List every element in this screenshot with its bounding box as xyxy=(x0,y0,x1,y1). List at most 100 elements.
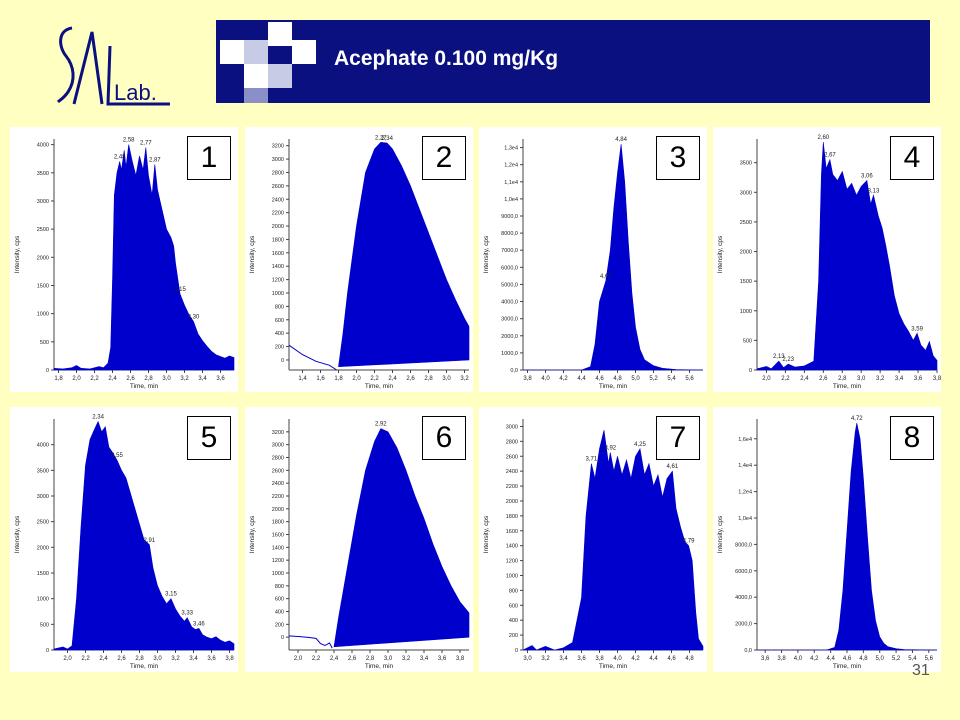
title-banner: Acephate 0.100 mg/Kg xyxy=(216,20,930,103)
y-tick-label: 1000 xyxy=(272,571,284,577)
peak-label: 2,23 xyxy=(782,357,794,363)
y-tick-label: 0 xyxy=(281,358,284,364)
peak-area xyxy=(522,430,704,651)
x-axis-label: Time, min xyxy=(599,663,628,670)
chart-panel-8: 0,0 2000,0 4000,0 6000,0 8000,0 1,0e4 1,2e4 1,4… xyxy=(713,407,941,672)
x-tick-label: 3,4 xyxy=(198,376,207,382)
y-tick-label: 2000 xyxy=(272,507,284,513)
y-axis-label: Intensity, cps xyxy=(717,515,724,553)
y-axis-label: Intensity, cps xyxy=(249,235,256,273)
y-tick-label: 2400 xyxy=(272,481,284,487)
y-tick-label: 800 xyxy=(275,584,284,590)
logo-l-stroke xyxy=(106,45,170,106)
y-tick-label: 1200 xyxy=(506,559,518,565)
x-axis-label: Time, min xyxy=(833,383,862,390)
peak-label: 4,79 xyxy=(683,539,695,545)
y-tick-label: 3500 xyxy=(37,171,49,177)
y-tick-label: 3000,0 xyxy=(501,317,518,323)
y-tick-label: 1,0e4 xyxy=(504,197,518,203)
x-tick-label: 4,4 xyxy=(826,656,835,662)
x-tick-label: 3,8 xyxy=(933,376,941,382)
y-tick-label: 1500 xyxy=(37,283,49,289)
y-tick-label: 1000,0 xyxy=(501,351,518,357)
x-tick-label: 2,8 xyxy=(135,656,144,662)
x-tick-label: 3,4 xyxy=(895,376,904,382)
chart-6: 0 200 400 600 800 1000 1200 1400 1600 1800 2000 220… xyxy=(249,419,470,670)
peak-label: 2,13 xyxy=(773,354,785,360)
x-tick-label: 4,2 xyxy=(559,376,568,382)
y-tick-label: 7000,0 xyxy=(501,248,518,254)
banner-square xyxy=(244,40,268,64)
y-tick-label: 1,6e4 xyxy=(738,437,752,443)
y-tick-label: 1800 xyxy=(506,514,518,520)
y-tick-label: 3000 xyxy=(272,157,284,163)
banner-square xyxy=(220,40,244,64)
x-tick-label: 5,2 xyxy=(649,376,658,382)
x-tick-label: 3,2 xyxy=(180,376,189,382)
x-tick-label: 4,6 xyxy=(667,656,676,662)
peak-label: 3,33 xyxy=(181,611,193,617)
x-tick-label: 2,0 xyxy=(352,376,361,382)
chart-3: 0,0 1000,0 2000,0 3000,0 4000,0 5000,0 6000,0 7… xyxy=(483,137,704,390)
peak-label: 2,87 xyxy=(149,157,161,163)
x-axis-label: Time, min xyxy=(365,383,394,390)
y-tick-label: 8000,0 xyxy=(501,231,518,237)
chart-5: 0 500 1000 1500 2000 2500 3000 3500 4000 2,0 2,2 2,… xyxy=(14,415,234,670)
y-tick-label: 6000,0 xyxy=(501,265,518,271)
x-tick-label: 3,2 xyxy=(402,656,411,662)
panel-number-3: 3 xyxy=(656,136,700,180)
y-tick-label: 3000 xyxy=(740,190,752,196)
y-tick-label: 0 xyxy=(46,368,49,374)
x-axis-label: Time, min xyxy=(130,663,159,670)
x-tick-label: 2,0 xyxy=(762,376,771,382)
x-tick-label: 3,2 xyxy=(876,376,885,382)
x-axis-label: Time, min xyxy=(365,663,394,670)
x-tick-label: 2,0 xyxy=(63,656,72,662)
x-tick-label: 2,6 xyxy=(117,656,126,662)
x-tick-label: 5,0 xyxy=(631,376,640,382)
x-tick-label: 2,4 xyxy=(388,376,397,382)
page-number: 31 xyxy=(912,662,930,679)
peak-label: 2,92 xyxy=(375,422,387,428)
panel-number-5: 5 xyxy=(187,416,231,460)
y-tick-label: 8000,0 xyxy=(735,542,752,548)
peak-label: 3,59 xyxy=(911,326,923,332)
y-tick-label: 2800 xyxy=(506,439,518,445)
y-axis-label: Intensity, cps xyxy=(717,235,724,273)
x-tick-label: 3,6 xyxy=(914,376,923,382)
peak-area xyxy=(757,422,938,651)
logo-s-stroke xyxy=(56,26,75,104)
y-tick-label: 3500 xyxy=(740,161,752,167)
x-tick-label: 3,6 xyxy=(438,656,447,662)
y-tick-label: 600 xyxy=(509,603,518,609)
peak-label: 4,72 xyxy=(851,416,863,422)
chart-2: 0 200 400 600 800 1000 1200 1400 1600 1800 2000 220… xyxy=(249,135,469,390)
chart-7: 0 200 400 600 800 1000 1200 1400 1600 1800 2000 220… xyxy=(483,419,704,670)
x-tick-label: 1,8 xyxy=(334,376,343,382)
y-tick-label: 800 xyxy=(509,588,518,594)
x-tick-label: 3,0 xyxy=(857,376,866,382)
x-tick-label: 4,6 xyxy=(843,656,852,662)
y-tick-label: 1,2e4 xyxy=(738,490,752,496)
x-tick-label: 3,0 xyxy=(153,656,162,662)
x-tick-label: 2,4 xyxy=(800,376,809,382)
banner-square xyxy=(268,64,292,88)
x-tick-label: 3,6 xyxy=(761,656,770,662)
x-tick-label: 2,8 xyxy=(424,376,433,382)
x-tick-label: 3,6 xyxy=(577,656,586,662)
x-tick-label: 5,2 xyxy=(892,656,901,662)
page-title: Acephate 0.100 mg/Kg xyxy=(334,47,559,70)
peak-label: 2,60 xyxy=(817,135,829,141)
chart-panel-2: 0 200 400 600 800 1000 1200 1400 1600 1800 2000 220… xyxy=(245,127,473,392)
peak-label: 2,67 xyxy=(824,153,836,159)
sal-lab-logo-graphic: Lab. xyxy=(56,26,170,106)
x-tick-label: 5,4 xyxy=(908,656,917,662)
x-tick-label: 1,8 xyxy=(54,376,63,382)
peak-label: 3,30 xyxy=(188,315,200,321)
x-tick-label: 2,0 xyxy=(72,376,81,382)
x-tick-label: 4,0 xyxy=(613,656,622,662)
x-tick-label: 3,0 xyxy=(523,656,532,662)
y-tick-label: 400 xyxy=(275,610,284,616)
y-tick-label: 200 xyxy=(509,633,518,639)
x-tick-label: 4,2 xyxy=(810,656,819,662)
